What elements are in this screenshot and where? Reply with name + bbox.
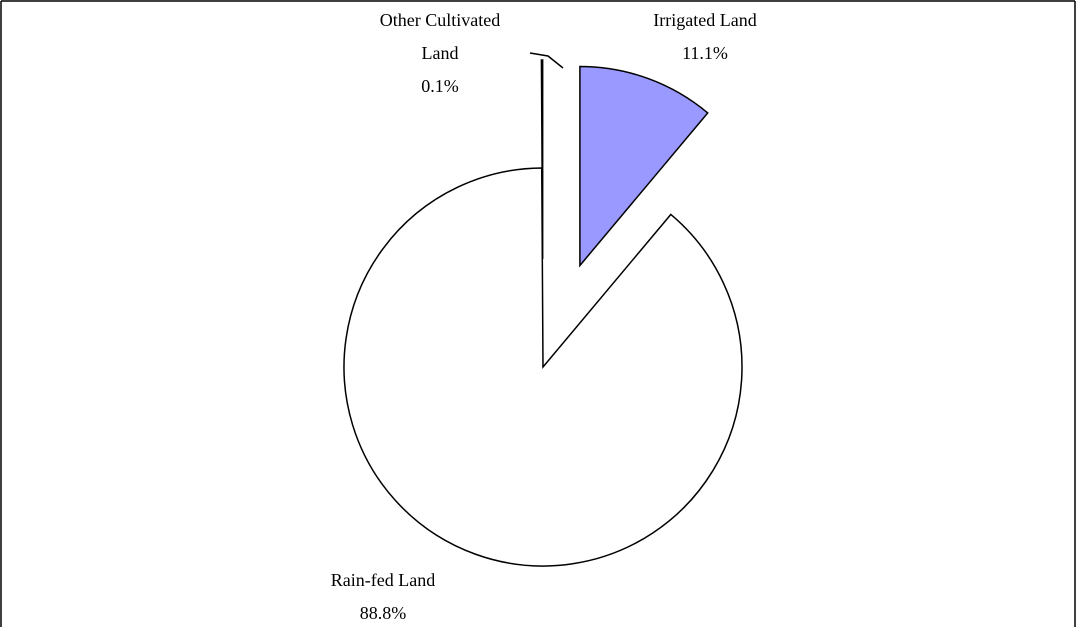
slice-label: Other Cultivated Land 0.1% <box>360 4 520 103</box>
category-label: Irrigated Land <box>653 10 757 30</box>
slice-label: Irrigated Land 11.1% <box>625 4 785 70</box>
pie-slice <box>579 65 709 268</box>
pie-slice <box>540 59 544 260</box>
value-label: 0.1% <box>421 76 459 96</box>
slice-label: Rain-fed Land 88.8% <box>303 564 463 630</box>
category-label: Other Cultivated Land <box>379 10 501 63</box>
pie-slice <box>343 167 743 567</box>
value-label: 88.8% <box>359 603 407 623</box>
leader-line <box>529 52 564 69</box>
category-label: Rain-fed Land <box>330 570 436 590</box>
value-label: 11.1% <box>682 43 728 63</box>
